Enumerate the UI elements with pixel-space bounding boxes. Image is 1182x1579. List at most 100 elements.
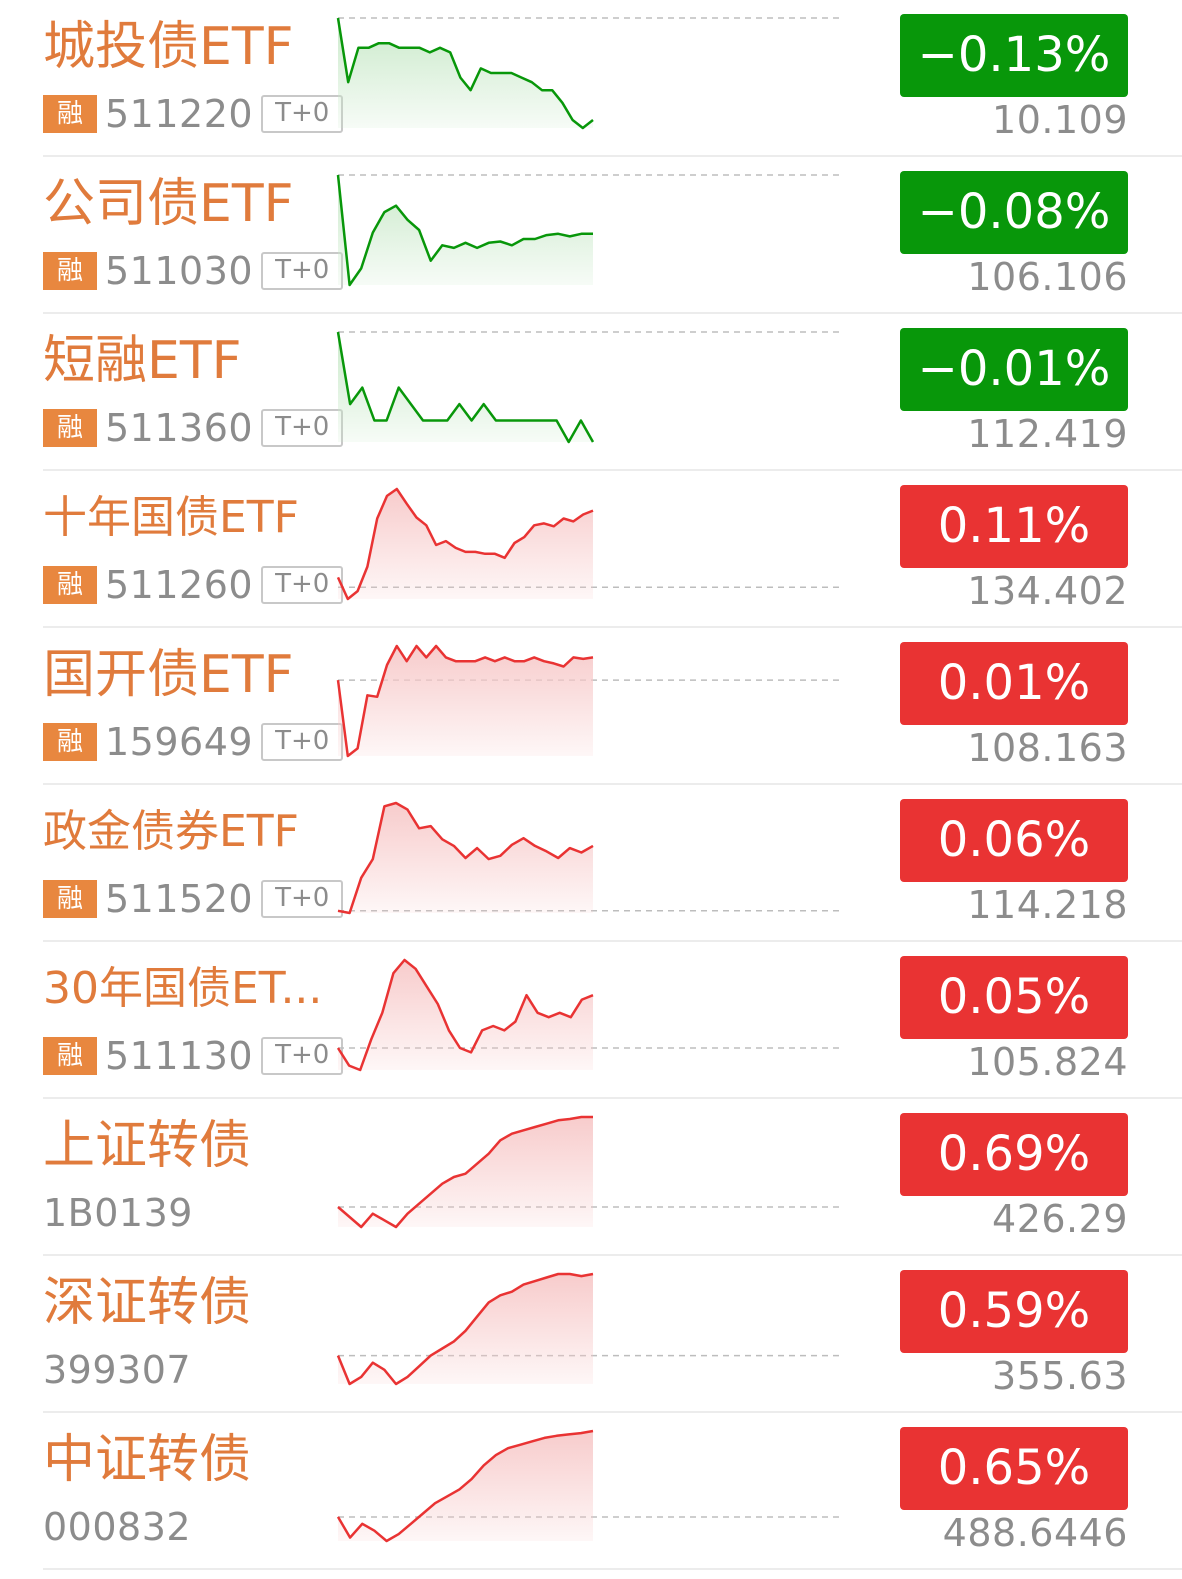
quote-row[interactable]: 30年国债ET... 融 511130 T+0 0.05% 105.824 [0, 942, 1182, 1099]
sparkline-line [337, 801, 594, 915]
last-price: 108.163 [967, 726, 1128, 770]
fund-code: 511030 [105, 249, 254, 293]
row-divider [43, 626, 1182, 628]
fund-meta: 1B0139 [43, 1191, 201, 1235]
quote-row[interactable]: 政金债券ETF 融 511520 T+0 0.06% 114.218 [0, 785, 1182, 942]
sparkline-line [336, 487, 594, 601]
fund-code: 511130 [105, 1034, 254, 1078]
intraday-sparkline [336, 331, 843, 444]
fund-meta: 融 511220 T+0 [43, 92, 344, 136]
last-price: 488.6446 [942, 1511, 1128, 1555]
intraday-sparkline [336, 174, 843, 287]
margin-tag: 融 [43, 723, 97, 761]
last-price: 134.402 [967, 569, 1128, 613]
fund-meta: 融 511260 T+0 [43, 563, 344, 607]
sparkline-line [336, 644, 594, 758]
sparkline-line [336, 1429, 594, 1543]
quote-row[interactable]: 深证转债 399307 0.59% 355.63 [0, 1256, 1182, 1413]
intraday-sparkline [336, 1272, 843, 1386]
fund-code: 399307 [43, 1348, 192, 1392]
quote-row[interactable]: 国开债ETF 融 159649 T+0 0.01% 108.163 [0, 628, 1182, 785]
sparkline-line [336, 1272, 594, 1386]
t0-tag: T+0 [261, 95, 344, 133]
t0-tag: T+0 [261, 880, 344, 918]
intraday-sparkline [337, 1115, 843, 1229]
quote-row[interactable]: 十年国债ETF 融 511260 T+0 0.11% 134.402 [0, 471, 1182, 628]
row-divider [43, 469, 1182, 471]
sparkline-area [338, 1117, 593, 1227]
sparkline-area [338, 1431, 593, 1541]
last-price: 10.109 [992, 98, 1128, 142]
fund-name: 深证转债 [43, 1273, 252, 1333]
sparkline-line [336, 958, 594, 1072]
t0-tag: T+0 [261, 1037, 344, 1075]
row-divider [43, 312, 1182, 314]
quote-row[interactable]: 城投债ETF 融 511220 T+0 −0.13% 10.109 [0, 0, 1182, 157]
fund-meta: 000832 [43, 1505, 199, 1549]
margin-tag: 融 [43, 252, 97, 290]
t0-tag: T+0 [261, 723, 344, 761]
sparkline-area [338, 960, 593, 1070]
sparkline-area [338, 175, 593, 285]
row-divider [43, 940, 1182, 942]
last-price: 112.419 [967, 412, 1128, 456]
fund-meta: 399307 [43, 1348, 199, 1392]
margin-tag: 融 [43, 409, 97, 447]
intraday-sparkline [336, 958, 843, 1072]
last-price: 426.29 [992, 1197, 1128, 1241]
t0-tag: T+0 [261, 409, 344, 447]
fund-code: 511520 [105, 877, 254, 921]
quote-row[interactable]: 中证转债 000832 0.65% 488.6446 [0, 1413, 1182, 1570]
sparkline-area [338, 489, 593, 599]
quote-row[interactable]: 上证转债 1B0139 0.69% 426.29 [0, 1099, 1182, 1256]
change-badge[interactable]: −0.01% [900, 328, 1128, 411]
last-price: 355.63 [992, 1354, 1128, 1398]
intraday-sparkline [336, 644, 843, 758]
sparkline-area [338, 646, 593, 756]
quote-row[interactable]: 公司债ETF 融 511030 T+0 −0.08% 106.106 [0, 157, 1182, 314]
change-badge[interactable]: 0.65% [900, 1427, 1128, 1510]
sparkline-line [336, 17, 594, 130]
t0-tag: T+0 [261, 566, 344, 604]
margin-tag: 融 [43, 880, 97, 918]
fund-code: 000832 [43, 1505, 192, 1549]
intraday-sparkline [337, 801, 843, 915]
intraday-sparkline [336, 17, 843, 130]
change-badge[interactable]: 0.11% [900, 485, 1128, 568]
change-badge[interactable]: 0.69% [900, 1113, 1128, 1196]
fund-code: 1B0139 [43, 1191, 193, 1235]
quote-row[interactable]: 短融ETF 融 511360 T+0 −0.01% 112.419 [0, 314, 1182, 471]
sparkline-line [336, 331, 595, 444]
last-price: 114.218 [967, 883, 1128, 927]
sparkline-area [338, 332, 593, 442]
row-divider [43, 1411, 1182, 1413]
sparkline-line [336, 174, 593, 287]
fund-name: 城投债ETF [43, 17, 294, 77]
fund-name: 国开债ETF [43, 645, 294, 705]
row-divider [43, 1254, 1182, 1256]
fund-name: 中证转债 [43, 1430, 252, 1490]
intraday-sparkline [336, 1429, 843, 1543]
change-badge[interactable]: −0.13% [900, 14, 1128, 97]
margin-tag: 融 [43, 566, 97, 604]
change-badge[interactable]: −0.08% [900, 171, 1128, 254]
fund-meta: 融 511130 T+0 [43, 1034, 344, 1078]
fund-meta: 融 511030 T+0 [43, 249, 344, 293]
fund-name: 政金债券ETF [43, 806, 299, 857]
change-badge[interactable]: 0.01% [900, 642, 1128, 725]
row-divider [43, 783, 1182, 785]
margin-tag: 融 [43, 1037, 97, 1075]
fund-name: 上证转债 [43, 1116, 252, 1176]
sparkline-line [337, 1115, 593, 1229]
fund-name: 30年国债ET... [43, 963, 323, 1014]
fund-meta: 融 511520 T+0 [43, 877, 344, 921]
last-price: 106.106 [967, 255, 1128, 299]
row-divider [43, 1568, 1182, 1570]
sparkline-area [338, 18, 593, 128]
fund-meta: 融 159649 T+0 [43, 720, 344, 764]
change-badge[interactable]: 0.06% [900, 799, 1128, 882]
row-divider [43, 1097, 1182, 1099]
t0-tag: T+0 [261, 252, 344, 290]
change-badge[interactable]: 0.59% [900, 1270, 1128, 1353]
change-badge[interactable]: 0.05% [900, 956, 1128, 1039]
